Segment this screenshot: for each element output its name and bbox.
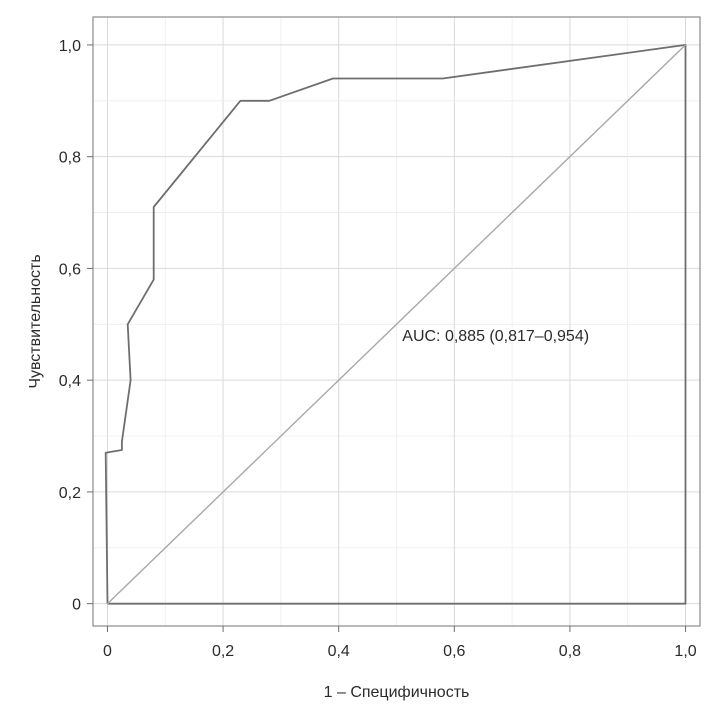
x-tick-label: 0,2 (212, 643, 234, 660)
auc-annotation: AUC: 0,885 (0,817–0,954) (402, 328, 589, 345)
y-tick-label: 0,8 (59, 150, 81, 167)
x-tick-label: 1,0 (674, 643, 696, 660)
tick-layer: 0 0,2 0,4 0,6 0,8 1,0 0 0,2 0,4 0,6 0,8 1,0 (59, 38, 697, 660)
reference-diagonal-line (107, 44, 686, 605)
plot-frame (92, 16, 701, 627)
x-tick-label: 0,4 (328, 643, 350, 660)
x-tick-label: 0,6 (443, 643, 465, 660)
x-tick-label: 0 (103, 643, 112, 660)
y-tick-label: 1,0 (59, 38, 81, 55)
y-tick-label: 0,4 (59, 373, 81, 390)
y-tick-label: 0,2 (59, 485, 81, 502)
y-axis-label: Чувствительность (27, 254, 44, 388)
series-layer (104, 44, 687, 605)
x-tick-label: 0,8 (559, 643, 581, 660)
roc-curve-line (104, 44, 687, 605)
x-axis-label: 1 – Специфичность (324, 684, 470, 701)
grid (93, 17, 700, 626)
y-tick-label: 0 (72, 597, 81, 614)
y-tick-label: 0,6 (59, 261, 81, 278)
